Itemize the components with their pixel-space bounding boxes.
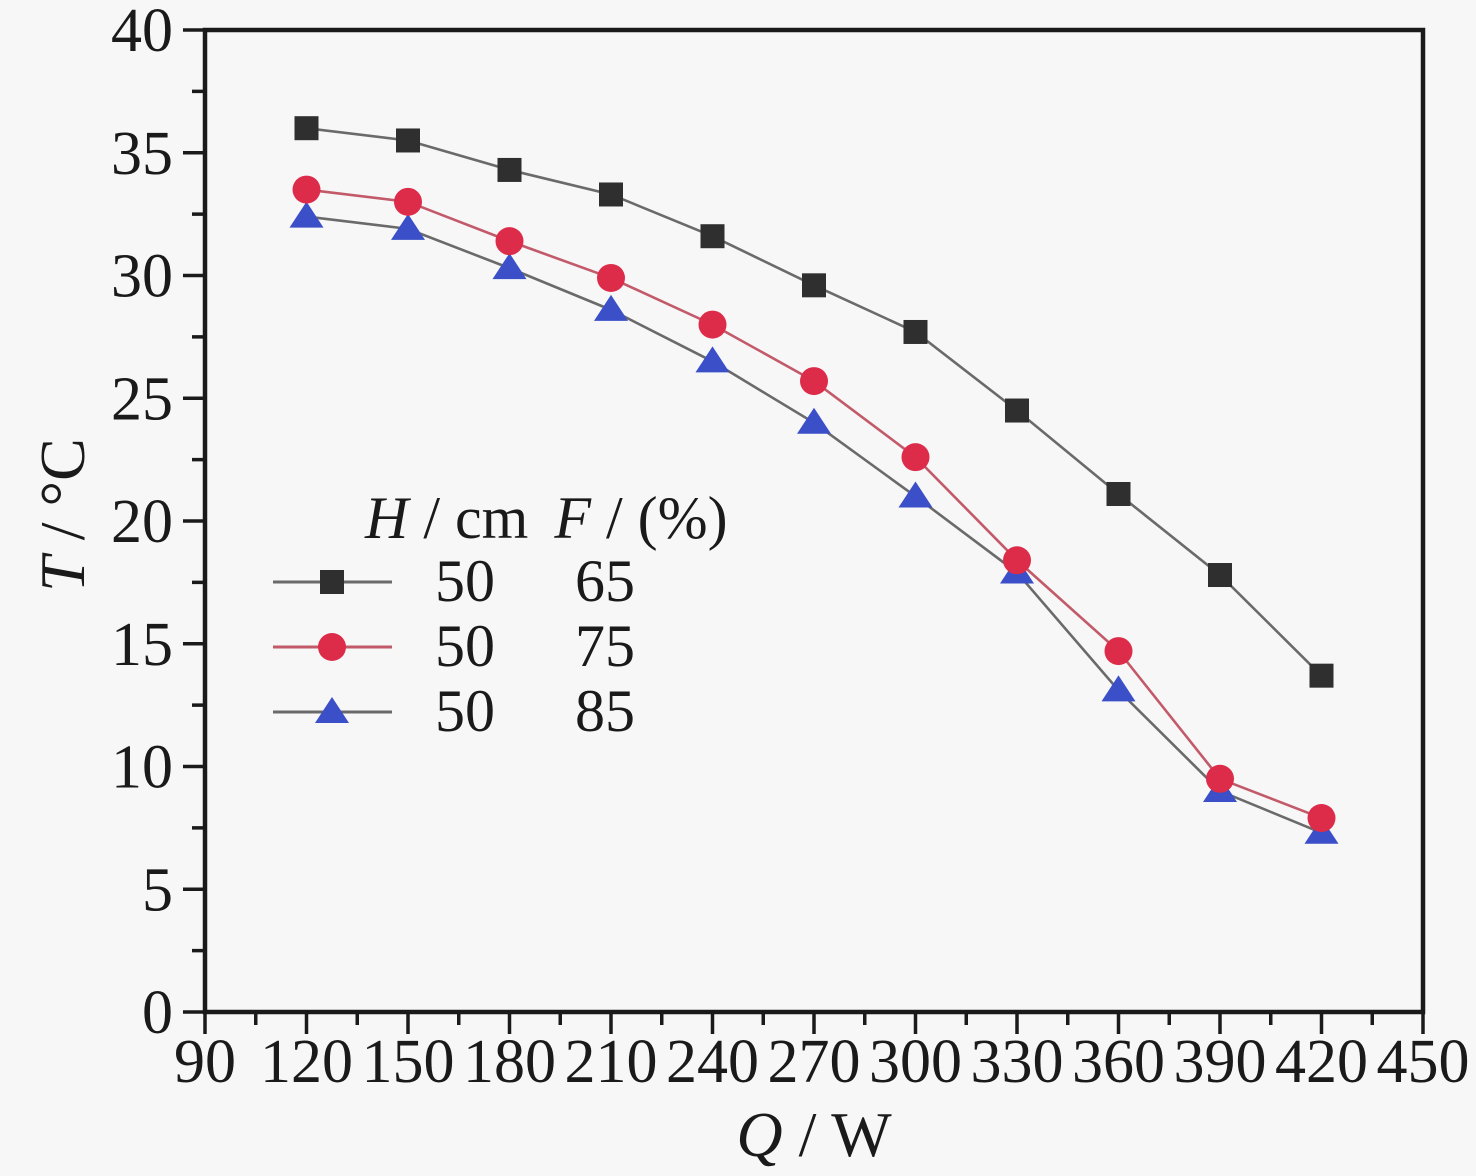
- y-axis-title: T / °C: [26, 438, 100, 592]
- y-tick-label: 10: [111, 734, 173, 802]
- y-tick-label: 20: [111, 488, 173, 556]
- data-point-marker: [594, 294, 628, 321]
- data-point-marker: [492, 253, 527, 280]
- data-point-marker: [698, 310, 727, 339]
- x-tick-label: 450: [1377, 1028, 1470, 1096]
- x-axis-symbol: Q: [736, 1099, 783, 1170]
- data-point-marker: [320, 569, 344, 594]
- data-point-marker: [597, 263, 625, 292]
- legend-f-value: 75: [575, 613, 635, 679]
- x-tick-label: 390: [1174, 1028, 1267, 1096]
- legend-row: 50 75: [270, 613, 728, 679]
- legend-row: 50 85: [270, 678, 728, 744]
- data-point-marker: [599, 182, 623, 207]
- y-tick-label: 15: [111, 611, 173, 679]
- legend-row: 50 65: [270, 548, 728, 614]
- legend-f-value: 85: [575, 678, 635, 744]
- data-point-marker: [318, 632, 346, 661]
- legend-triangle-marker-icon: [273, 696, 392, 723]
- x-tick-label: 150: [362, 1028, 455, 1096]
- legend: H / cm F / (%) 50 65 50 75 50 85: [270, 487, 728, 744]
- data-point-marker: [391, 213, 425, 240]
- data-point-marker: [1104, 637, 1133, 666]
- y-axis-symbol: T: [27, 556, 98, 592]
- data-point-marker: [800, 367, 828, 396]
- legend-header-f: F / (%): [554, 485, 728, 551]
- y-tick-label: 30: [111, 243, 173, 311]
- x-axis-title: Q / W: [205, 1098, 1423, 1172]
- legend-f-value: 65: [575, 548, 635, 614]
- data-point-marker: [898, 481, 933, 508]
- series-markers-1: [292, 175, 1336, 833]
- x-tick-label: 120: [260, 1028, 353, 1096]
- data-point-marker: [1003, 546, 1031, 575]
- data-point-marker: [1005, 398, 1029, 423]
- y-tick-label: 35: [111, 120, 173, 188]
- data-point-marker: [292, 175, 321, 204]
- data-point-marker: [1307, 804, 1336, 833]
- x-tick-label: 300: [869, 1028, 962, 1096]
- legend-circle-marker-icon: [273, 632, 392, 661]
- x-tick-label: 270: [768, 1028, 861, 1096]
- y-tick-label: 25: [111, 365, 173, 433]
- data-point-marker: [1206, 764, 1234, 793]
- legend-header: H / cm F / (%): [270, 487, 728, 549]
- series-markers-0: [294, 116, 1334, 688]
- data-point-marker: [394, 187, 422, 216]
- data-point-marker: [901, 443, 930, 472]
- legend-square-marker-icon: [273, 569, 392, 594]
- x-tick-label: 210: [565, 1028, 658, 1096]
- data-point-marker: [695, 346, 730, 373]
- data-point-marker: [700, 224, 725, 249]
- x-tick-label: 330: [971, 1028, 1064, 1096]
- data-point-marker: [1101, 675, 1136, 702]
- data-point-marker: [802, 273, 826, 298]
- y-tick-label: 5: [142, 856, 173, 924]
- data-point-marker: [1309, 663, 1334, 688]
- data-point-marker: [495, 227, 524, 256]
- y-tick-label: 40: [111, 0, 173, 65]
- x-tick-label: 90: [174, 1028, 236, 1096]
- data-point-marker: [294, 116, 319, 141]
- plot-frame: [202, 27, 1426, 1015]
- x-tick-label: 240: [666, 1028, 759, 1096]
- data-point-marker: [903, 319, 928, 344]
- legend-header-h: H / cm: [365, 485, 529, 551]
- legend-h-value: 50: [435, 678, 495, 744]
- legend-h-value: 50: [435, 548, 495, 614]
- data-point-marker: [797, 407, 831, 434]
- x-axis-unit: / W: [782, 1099, 892, 1170]
- x-tick-label: 180: [463, 1028, 556, 1096]
- data-point-marker: [396, 128, 420, 153]
- data-point-marker: [289, 201, 324, 228]
- data-point-marker: [497, 157, 522, 182]
- x-tick-label: 420: [1275, 1028, 1368, 1096]
- data-point-marker: [1208, 563, 1232, 588]
- data-point-marker: [1106, 481, 1131, 506]
- y-axis-unit: / °C: [27, 438, 98, 557]
- y-tick-label: 0: [142, 979, 173, 1047]
- legend-h-value: 50: [435, 613, 495, 679]
- x-tick-label: 360: [1072, 1028, 1165, 1096]
- data-point-marker: [315, 696, 349, 723]
